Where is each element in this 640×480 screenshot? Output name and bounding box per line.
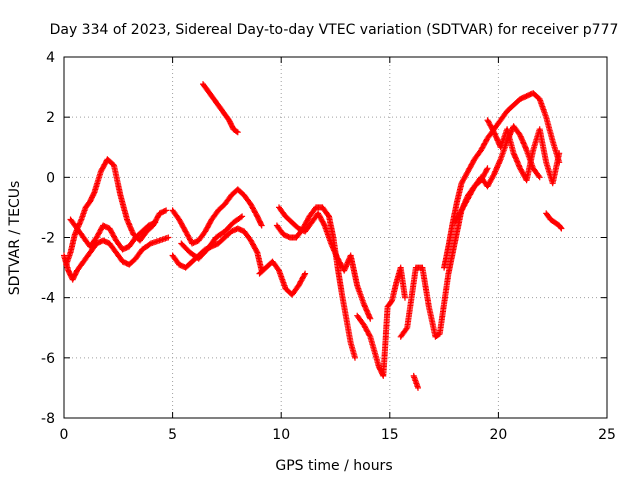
y-tick-labels: -8 -6 -4 -2 0 2 4: [41, 50, 55, 427]
series-arc-2: [61, 234, 172, 283]
series-arc-12: [397, 165, 491, 340]
plus-markers: [67, 216, 159, 253]
x-tick-label: 0: [60, 427, 69, 443]
y-tick-label: -4: [41, 291, 55, 307]
plus-markers: [169, 186, 265, 247]
plus-markers: [484, 117, 563, 187]
plus-markers: [273, 204, 358, 361]
series-arc-10: [276, 204, 374, 322]
y-tick-label: 2: [46, 110, 55, 126]
series-arc-13: [410, 372, 421, 391]
y-tick-label: 4: [46, 50, 55, 66]
plus-markers: [256, 258, 309, 298]
series-arc-9: [273, 204, 358, 361]
series-arc-4: [169, 186, 265, 247]
plus-markers: [354, 264, 408, 379]
series-arc-8: [256, 258, 309, 298]
x-tick-label: 5: [168, 427, 177, 443]
plus-markers: [397, 165, 491, 340]
series-arc-16: [452, 123, 543, 226]
series-arc-17: [543, 210, 565, 232]
plus-markers: [441, 90, 563, 271]
plus-markers: [61, 234, 172, 283]
axis-ticks: [63, 56, 608, 419]
plus-markers: [200, 81, 241, 136]
x-tick-label: 15: [381, 427, 399, 443]
plus-markers: [410, 372, 421, 391]
x-tick-label: 25: [598, 427, 616, 443]
series-arc-14: [441, 90, 563, 271]
plus-markers: [276, 204, 374, 322]
series-arc-6: [178, 213, 246, 262]
series-arc-7: [200, 81, 241, 136]
x-tick-label: 20: [489, 427, 507, 443]
y-tick-label: -8: [41, 411, 55, 427]
x-tick-label: 10: [272, 427, 290, 443]
series-arc-11: [354, 264, 408, 379]
plus-markers: [452, 123, 543, 226]
x-tick-labels: 0 5 10 15 20 25: [60, 427, 616, 443]
chart-title: Day 334 of 2023, Sidereal Day-to-day VTE…: [50, 22, 619, 38]
y-axis-label: SDTVAR / TECUs: [7, 181, 23, 296]
data-marks: [61, 81, 565, 391]
series-arc-15: [484, 117, 563, 187]
x-axis-label: GPS time / hours: [275, 458, 392, 474]
y-tick-label: -6: [41, 351, 55, 367]
y-tick-label: 0: [46, 170, 55, 186]
series-arc-3: [67, 216, 159, 253]
plus-markers: [178, 213, 246, 262]
plus-markers: [543, 210, 565, 232]
grid-lines: [64, 57, 607, 418]
y-tick-label: -2: [41, 231, 55, 247]
